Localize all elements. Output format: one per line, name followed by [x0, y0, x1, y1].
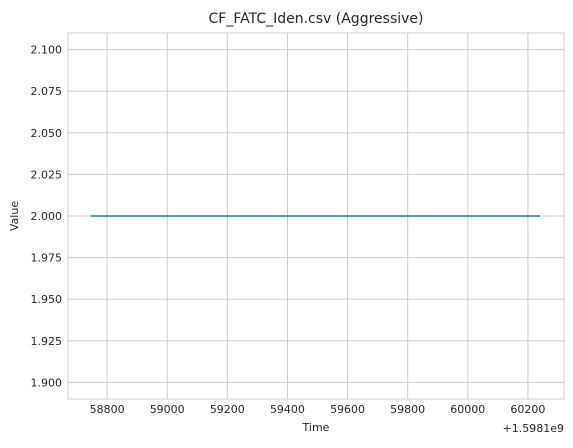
- y-tick-label: 2.100: [31, 44, 63, 57]
- y-tick-label: 2.050: [31, 127, 63, 140]
- y-axis-label: Value: [8, 201, 21, 231]
- y-axis-ticks: 1.900 1.925 1.950 1.975 2.000 2.025 2.050 2.075…: [31, 44, 63, 390]
- y-tick-label: 2.025: [31, 168, 63, 181]
- x-offset-label: +1.5981e9: [503, 422, 564, 435]
- y-tick-label: 2.075: [31, 85, 63, 98]
- y-tick-label: 2.000: [31, 210, 63, 223]
- x-tick-label: 59800: [390, 403, 425, 416]
- x-axis-label: Time: [302, 421, 330, 434]
- y-tick-label: 1.900: [31, 376, 63, 389]
- x-axis-ticks: 58800 59000 59200 59400 59600 59800 60000 60200: [90, 403, 546, 416]
- x-tick-label: 58800: [90, 403, 125, 416]
- x-tick-label: 59200: [210, 403, 245, 416]
- x-tick-label: 60000: [450, 403, 485, 416]
- y-tick-label: 1.925: [31, 335, 63, 348]
- x-tick-label: 59000: [150, 403, 185, 416]
- x-tick-label: 59600: [330, 403, 365, 416]
- x-tick-label: 59400: [270, 403, 305, 416]
- x-tick-label: 60200: [510, 403, 545, 416]
- y-tick-label: 1.950: [31, 293, 63, 306]
- chart-title: CF_FATC_Iden.csv (Aggressive): [209, 11, 424, 27]
- y-tick-label: 1.975: [31, 252, 63, 265]
